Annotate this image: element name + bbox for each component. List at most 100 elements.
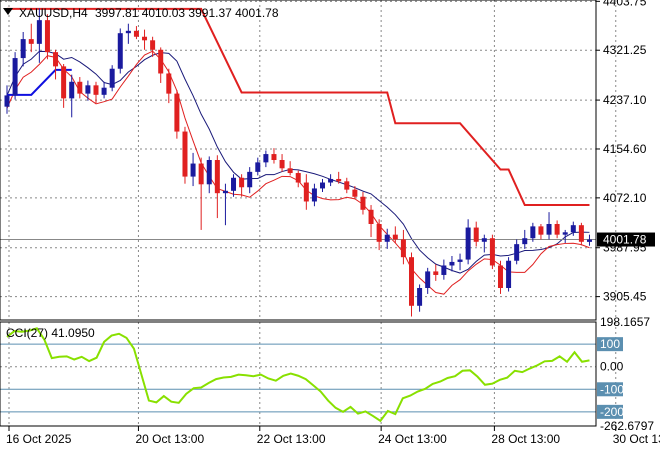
time-tick-label: 16 Oct 2025 (6, 432, 72, 446)
bear-candle-body (368, 209, 374, 224)
bull-candle-body (69, 81, 75, 99)
bear-candle-body (166, 73, 172, 94)
bull-candle-body (190, 163, 196, 177)
bull-candle-body (263, 154, 269, 163)
bull-candle-body (206, 160, 212, 185)
bull-candle-body (255, 162, 261, 172)
bear-candle-body (214, 160, 220, 194)
bear-candle-body (279, 160, 285, 169)
bull-candle-body (457, 259, 463, 262)
bear-candle-body (473, 227, 479, 242)
cci-level-box (597, 337, 623, 352)
bear-candle-body (352, 189, 358, 197)
bull-candle-body (449, 261, 455, 266)
bear-candle-body (28, 39, 34, 44)
bear-candle-body (497, 265, 503, 288)
bull-candle-body (36, 20, 42, 44)
bear-candle-body (142, 36, 148, 41)
bear-candle-body (174, 93, 180, 132)
bear-candle-body (158, 49, 164, 74)
current-price-label: 4001.78 (603, 233, 647, 247)
bear-candle-body (93, 85, 99, 95)
bull-candle-body (546, 224, 552, 235)
bear-candle-body (61, 66, 67, 99)
candles-group (4, 8, 592, 317)
symbol-label: XAUUSD,H4 (19, 6, 88, 20)
cci-tick-label: -200 (600, 405, 624, 419)
price-tick-label: 3905.45 (603, 290, 647, 304)
cci-tick-label: 198.1657 (600, 315, 650, 329)
bull-candle-body (562, 232, 568, 235)
bull-candle-body (570, 225, 576, 233)
time-tick-label: 22 Oct 13:00 (257, 432, 326, 446)
resistance-band-line (7, 7, 590, 207)
bull-candle-body (425, 271, 431, 288)
time-tick-label: 24 Oct 13:00 (378, 432, 447, 446)
bull-candle-body (109, 68, 115, 88)
bull-candle-body (101, 87, 107, 95)
time-tick-label: 28 Oct 13:00 (491, 432, 560, 446)
bull-candle-body (522, 238, 528, 245)
bear-candle-body (433, 271, 439, 275)
bull-candle-body (514, 244, 520, 261)
price-pane-border (0, 0, 597, 321)
ohlc-readout: 3997.81 4010.03 3991.37 4001.78 (95, 6, 279, 20)
cci-tick-label: -100 (600, 382, 624, 396)
cci-line (6, 327, 590, 423)
bear-candle-body (133, 30, 139, 37)
bear-candle-body (287, 168, 293, 174)
header-bar: XAUUSD,H4 3997.81 4010.03 3991.37 4001.7… (3, 6, 279, 20)
bull-candle-body (4, 95, 10, 107)
bull-candle-body (222, 190, 228, 194)
bull-candle-body (328, 178, 334, 183)
bear-candle-body (44, 20, 50, 53)
price-tick-label: 4237.10 (603, 93, 647, 107)
bear-candle-body (239, 177, 245, 188)
cci-line-group (6, 327, 590, 423)
bull-candle-body (530, 226, 536, 239)
bear-candle-body (150, 40, 156, 50)
bull-candle-body (85, 85, 91, 94)
bear-candle-body (578, 225, 584, 242)
bull-candle-body (481, 238, 487, 242)
cci-tick-label: 100 (600, 337, 620, 351)
bull-candle-body (465, 227, 471, 260)
bear-candle-body (198, 163, 204, 185)
price-tick-label: 4072.10 (603, 191, 647, 205)
bull-candle-body (20, 39, 26, 59)
bear-candle-body (360, 196, 366, 210)
bull-candle-body (12, 58, 18, 96)
bull-candle-body (311, 188, 317, 202)
cci-level-box (597, 382, 623, 397)
bear-candle-body (400, 239, 406, 258)
cci-pane-border (0, 321, 597, 427)
bull-candle-body (125, 30, 131, 34)
price-tick-label: 4403.75 (603, 0, 647, 8)
bear-candle-body (303, 182, 309, 202)
price-tick-label: 4154.60 (603, 142, 647, 156)
cci-tick-label: 0.00 (600, 360, 624, 374)
price-axis: 4403.754321.254237.104154.604072.103987.… (596, 0, 655, 304)
bull-candle-body (231, 177, 237, 191)
cci-axis: 198.1657 100 0.00 -100 -200-262.6797 (597, 315, 654, 433)
collapse-triangle-icon[interactable] (3, 8, 13, 15)
bear-candle-body (344, 181, 350, 190)
bear-candle-body (271, 154, 277, 160)
cci-label: CCI(27) 41.0950 (6, 326, 95, 340)
bear-candle-body (489, 238, 495, 266)
bear-candle-body (554, 224, 560, 235)
current-price-box (597, 232, 655, 247)
cci-level-box (597, 404, 623, 419)
bull-candle-body (384, 234, 390, 242)
price-tick-label: 4321.25 (603, 43, 647, 57)
bull-candle-body (441, 265, 447, 275)
time-axis: 16 Oct 2025 20 Oct 13:00 22 Oct 13:00 24 Oc… (6, 426, 660, 446)
bull-candle-body (417, 288, 423, 306)
price-grid (0, 0, 617, 320)
bull-candle-body (320, 182, 326, 189)
bull-candle-body (506, 260, 512, 288)
bear-candle-body (392, 234, 398, 240)
bear-candle-body (182, 131, 188, 177)
